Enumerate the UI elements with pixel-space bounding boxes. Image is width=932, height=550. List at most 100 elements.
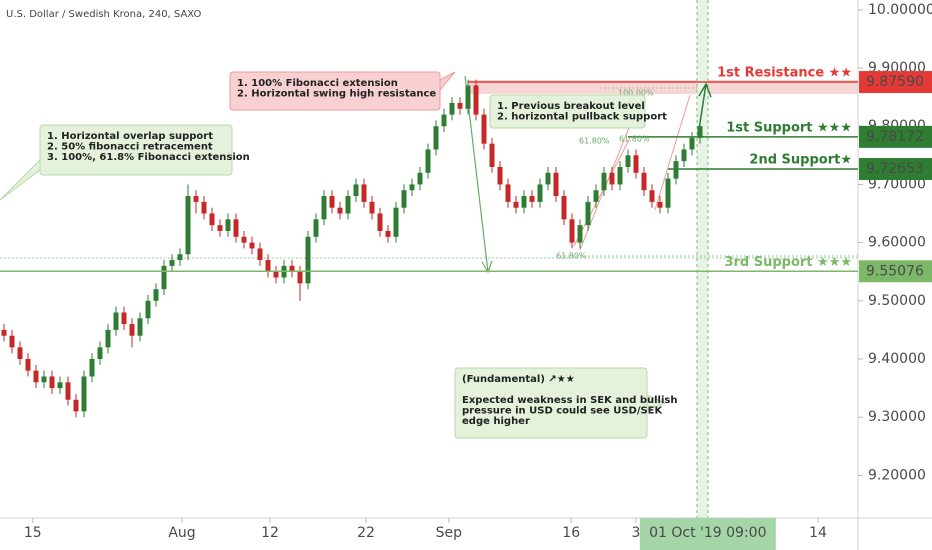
candle-body <box>561 196 567 220</box>
candle-body <box>513 201 519 208</box>
annotation-text: 1. Horizontal overlap support <box>47 131 213 142</box>
annotation-text: 2. Horizontal swing high resistance <box>237 89 436 100</box>
candle-body <box>601 172 607 191</box>
candle-body <box>241 236 247 243</box>
candle-body <box>233 219 239 237</box>
level-price-box <box>859 260 932 283</box>
candle-body <box>273 271 279 278</box>
crosshair-label: 01 Oct '19 09:00 <box>649 525 766 541</box>
candle-body <box>553 172 559 197</box>
candle-body <box>369 201 375 214</box>
fib-label: 61.80% <box>619 135 650 144</box>
candle-body <box>89 359 95 377</box>
candle-body <box>137 318 143 336</box>
candle-body <box>393 207 399 237</box>
candle-body <box>185 196 191 255</box>
fib-label: 100.00% <box>618 89 654 98</box>
annotation-text: 2. 50% fibonacci retracement <box>47 142 213 153</box>
candle-body <box>457 102 463 109</box>
candle-body <box>105 329 111 348</box>
candle-body <box>257 248 263 261</box>
y-tick-label: 9.70000 <box>868 176 926 192</box>
crosshair-band <box>697 0 708 518</box>
candle-body <box>433 126 439 150</box>
candle-body <box>321 196 327 220</box>
candle-body <box>337 207 343 214</box>
x-tick-label: 16 <box>562 525 580 541</box>
y-tick-label: 9.50000 <box>868 293 926 309</box>
candle-body <box>641 172 647 191</box>
level-price-label: 9.87590 <box>866 74 924 90</box>
candle-body <box>201 201 207 214</box>
candle-body <box>617 166 623 185</box>
x-tick-label: 12 <box>261 525 279 541</box>
annotation-text: 3. 100%, 61.8% Fibonacci extension <box>47 152 250 163</box>
candle-body <box>529 196 535 202</box>
annotation-box <box>489 94 646 129</box>
candle-body <box>649 190 655 202</box>
candle-body <box>97 347 103 360</box>
level-name: 3rd Support ★★★ <box>724 255 852 270</box>
candle-body <box>521 196 527 208</box>
arrow-head <box>698 82 712 98</box>
candle-body <box>489 143 495 167</box>
candle-body <box>329 196 335 208</box>
level-price-label: 9.72653 <box>866 161 924 177</box>
candle-body <box>1 329 7 336</box>
x-tick-label: 22 <box>357 525 375 541</box>
candle-body <box>249 242 255 249</box>
candle-body <box>697 126 703 138</box>
fib-label: 61.80% <box>579 137 610 146</box>
x-tick-label: Aug <box>168 525 195 541</box>
candle-body <box>297 271 303 284</box>
candle-body <box>121 312 127 325</box>
candle-body <box>129 324 135 336</box>
candle-body <box>353 184 359 197</box>
candle-body <box>425 149 431 173</box>
candle-body <box>361 184 367 202</box>
level-price-box <box>859 125 932 148</box>
candle-body <box>401 190 407 208</box>
candle-body <box>497 166 503 185</box>
candle-body <box>609 172 615 185</box>
candle-body <box>625 155 631 167</box>
candle-body <box>145 300 151 319</box>
candle-body <box>313 219 319 237</box>
candle-body <box>17 347 23 360</box>
annotation-pointer <box>0 158 41 201</box>
candle-body <box>633 155 639 173</box>
symbol-title: U.S. Dollar / Swedish Krona, 240, SAXO <box>6 9 201 20</box>
candle-body <box>449 102 455 115</box>
level-price-label: 9.78172 <box>866 129 924 145</box>
x-tick-label: 3 <box>632 525 641 541</box>
candle-body <box>161 265 167 290</box>
annotation-text: edge higher <box>462 416 530 427</box>
candle-body <box>345 196 351 214</box>
candle-body <box>305 236 311 284</box>
candle-body <box>569 219 575 243</box>
level-name: 2nd Support★ <box>749 152 852 167</box>
candle-body <box>585 201 591 226</box>
annotation-text: 1. Previous breakout level <box>497 101 645 112</box>
annotation-text: 2. horizontal pullback support <box>497 112 667 123</box>
y-tick-label: 10.00000 <box>868 2 932 18</box>
y-tick-label: 9.40000 <box>868 351 926 367</box>
candle-body <box>465 85 471 109</box>
candle-body <box>169 260 175 266</box>
candle-body <box>217 225 223 231</box>
candle-body <box>681 149 687 162</box>
candle-body <box>545 172 551 185</box>
candle-body <box>289 265 295 272</box>
candle-body <box>689 137 695 150</box>
candle-body <box>417 172 423 185</box>
y-tick-label: 9.20000 <box>868 467 926 483</box>
candle-body <box>377 213 383 231</box>
candle-body <box>9 335 15 348</box>
candle-body <box>225 219 231 231</box>
x-tick-label: Sep <box>436 525 463 541</box>
candle-body <box>441 114 447 127</box>
candle-body <box>537 184 543 202</box>
candle-body <box>657 201 663 208</box>
candle-body <box>593 190 599 202</box>
